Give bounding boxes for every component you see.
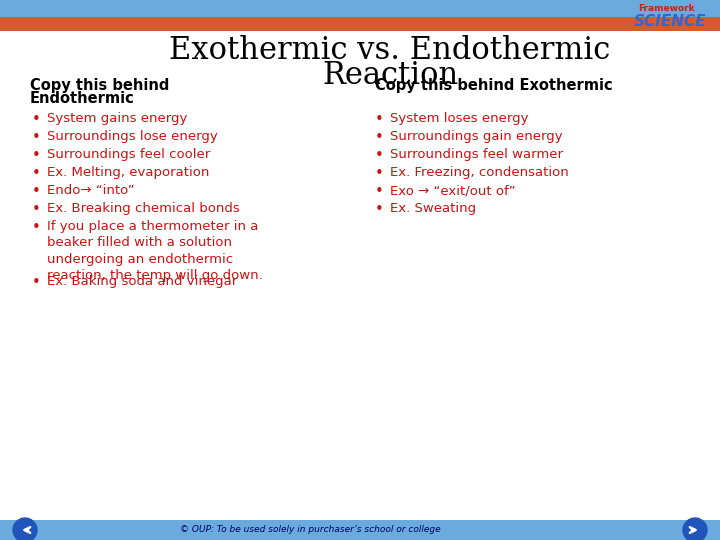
Text: •: • — [32, 112, 41, 127]
Circle shape — [13, 518, 37, 540]
Text: If you place a thermometer in a
beaker filled with a solution
undergoing an endo: If you place a thermometer in a beaker f… — [47, 220, 263, 282]
Text: Surroundings gain energy: Surroundings gain energy — [390, 130, 562, 143]
Text: •: • — [32, 130, 41, 145]
Text: Endothermic: Endothermic — [30, 91, 135, 106]
Text: System loses energy: System loses energy — [390, 112, 528, 125]
Text: Surroundings feel warmer: Surroundings feel warmer — [390, 148, 563, 161]
Bar — [0, 0, 720, 17]
Text: Ex. Baking soda and vinegar: Ex. Baking soda and vinegar — [47, 275, 238, 288]
Text: •: • — [32, 166, 41, 181]
Text: Copy this behind: Copy this behind — [30, 78, 169, 93]
Text: Endo→ “into”: Endo→ “into” — [47, 184, 135, 197]
Text: Ex. Breaking chemical bonds: Ex. Breaking chemical bonds — [47, 202, 240, 215]
Text: Exothermic vs. Endothermic: Exothermic vs. Endothermic — [169, 35, 611, 66]
Text: Ex. Freezing, condensation: Ex. Freezing, condensation — [390, 166, 569, 179]
Text: SCIENCE: SCIENCE — [634, 14, 706, 29]
Text: Ex. Melting, evaporation: Ex. Melting, evaporation — [47, 166, 210, 179]
Text: •: • — [32, 184, 41, 199]
Bar — [0, 17, 720, 31]
Text: •: • — [375, 166, 384, 181]
Text: •: • — [32, 202, 41, 217]
Text: Framework: Framework — [638, 4, 695, 13]
Text: System gains energy: System gains energy — [47, 112, 187, 125]
Text: •: • — [375, 130, 384, 145]
Text: Exo → “exit/out of”: Exo → “exit/out of” — [390, 184, 516, 197]
Text: Ex. Sweating: Ex. Sweating — [390, 202, 476, 215]
Circle shape — [683, 518, 707, 540]
Text: •: • — [375, 184, 384, 199]
Text: Surroundings lose energy: Surroundings lose energy — [47, 130, 217, 143]
Text: •: • — [32, 148, 41, 163]
Text: •: • — [375, 202, 384, 217]
Text: •: • — [375, 112, 384, 127]
Text: •: • — [32, 275, 41, 290]
Text: Surroundings feel cooler: Surroundings feel cooler — [47, 148, 210, 161]
Bar — [0, 520, 720, 540]
Text: Copy this behind Exothermic: Copy this behind Exothermic — [375, 78, 613, 93]
Text: •: • — [375, 148, 384, 163]
Text: •: • — [32, 220, 41, 235]
Text: Reaction: Reaction — [322, 60, 458, 91]
Text: © OUP: To be used solely in purchaser’s school or college: © OUP: To be used solely in purchaser’s … — [180, 525, 441, 535]
